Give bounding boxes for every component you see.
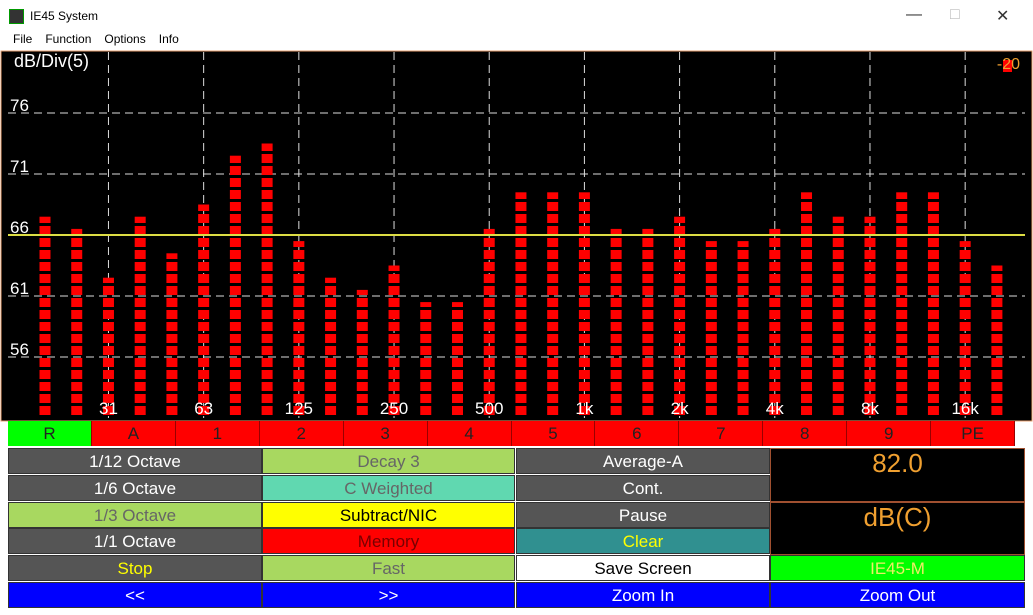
button[interactable]: IE45-M	[770, 555, 1025, 581]
maximize[interactable]: □	[950, 6, 960, 23]
tab[interactable]: 8	[763, 421, 848, 446]
minimize[interactable]: —	[906, 6, 922, 23]
bar	[198, 204, 210, 418]
tab-row: R A 1 2 3 4 5 6 7 8 9 PE	[8, 421, 1016, 446]
bar	[166, 253, 178, 418]
button[interactable]: Average-A	[516, 448, 770, 474]
button[interactable]: 1/6 Octave	[8, 475, 262, 501]
bar	[134, 216, 146, 418]
tab[interactable]: R	[8, 421, 92, 446]
menu-bar: File Function Options Info	[0, 32, 1033, 50]
bar	[705, 241, 717, 418]
window-title: IE45 System	[30, 9, 99, 23]
close[interactable]: ✕	[996, 8, 1010, 25]
bar	[102, 277, 114, 418]
bar	[769, 228, 781, 418]
button[interactable]: Pause	[516, 502, 770, 528]
bar	[293, 241, 305, 418]
button[interactable]: 1/1 Octave	[8, 528, 262, 554]
title-bar	[0, 0, 1033, 32]
y-tick-label: 76	[10, 96, 29, 115]
indicator-marker	[1003, 60, 1012, 72]
menu-item[interactable]: File	[13, 32, 33, 46]
unit: dB(C)	[770, 502, 1025, 555]
button[interactable]: Fast	[262, 555, 515, 581]
bar	[642, 228, 654, 418]
button[interactable]: Save Screen	[516, 555, 770, 581]
y-tick-label: 56	[10, 340, 29, 359]
scale-label: dB/Div(5)	[14, 51, 89, 71]
menu-item[interactable]: Info	[158, 32, 179, 46]
button[interactable]: >>	[262, 582, 515, 608]
bar	[39, 216, 51, 418]
x-tick-label: 8k	[861, 399, 879, 418]
bar	[991, 265, 1003, 418]
tab[interactable]: 5	[511, 421, 596, 446]
tab[interactable]: 6	[595, 421, 680, 446]
tab[interactable]: PE	[931, 421, 1016, 446]
button[interactable]: Cont.	[516, 475, 770, 501]
x-tick-label: 4k	[766, 399, 784, 418]
bar	[610, 228, 622, 418]
x-tick-label: 31	[99, 399, 118, 418]
tab[interactable]: 1	[175, 421, 260, 446]
menu-item[interactable]: Options	[104, 32, 146, 46]
indicator: -20	[997, 56, 1020, 73]
bar	[420, 302, 432, 418]
x-tick-label: 1k	[575, 399, 593, 418]
spectrum-chart: 56 61 66 71 76 31 63 125 250 500 1k 2k 4k 8k 16k dB/Div…	[0, 50, 1033, 422]
y-tick-label: 61	[10, 279, 29, 298]
x-tick-label: 2k	[671, 399, 689, 418]
button[interactable]: C Weighted	[262, 475, 515, 501]
tab[interactable]: 9	[847, 421, 932, 446]
x-tick-label: 63	[194, 399, 213, 418]
button[interactable]: Stop	[8, 555, 262, 581]
bar	[927, 192, 939, 418]
bar	[578, 192, 590, 418]
button[interactable]: Clear	[516, 528, 770, 554]
bar	[483, 228, 495, 418]
x-tick-label: 500	[475, 399, 503, 418]
bar	[451, 302, 463, 418]
app-icon	[9, 9, 24, 24]
button[interactable]: Zoom Out	[770, 582, 1025, 608]
bar	[325, 277, 337, 418]
bar	[229, 155, 241, 418]
button[interactable]: <<	[8, 582, 262, 608]
button[interactable]: 1/3 Octave	[8, 502, 262, 528]
bar	[674, 216, 686, 418]
bar	[737, 241, 749, 418]
bar	[864, 216, 876, 418]
menu-item[interactable]: Function	[45, 32, 92, 46]
bar	[547, 192, 559, 418]
button[interactable]: Zoom In	[516, 582, 770, 608]
button[interactable]: 1/12 Octave	[8, 448, 262, 474]
tab[interactable]: 2	[259, 421, 344, 446]
bar	[388, 265, 400, 418]
x-tick-label: 16k	[951, 399, 979, 418]
tab[interactable]: A	[91, 421, 176, 446]
y-tick-label: 71	[10, 157, 29, 176]
y-tick-label: 66	[10, 218, 29, 237]
x-tick-label: 125	[285, 399, 313, 418]
button[interactable]: Decay 3	[262, 448, 515, 474]
tab[interactable]: 4	[427, 421, 512, 446]
reading: 82.0	[770, 448, 1025, 502]
tab[interactable]: 3	[343, 421, 428, 446]
x-tick-label: 250	[380, 399, 408, 418]
bar	[356, 289, 368, 418]
bar	[261, 143, 273, 418]
bar	[515, 192, 527, 418]
bar	[71, 228, 83, 418]
tab[interactable]: 7	[679, 421, 764, 446]
bar	[801, 192, 813, 418]
button[interactable]: Subtract/NIC	[262, 502, 515, 528]
button[interactable]: Memory	[262, 528, 515, 554]
bar	[832, 216, 844, 418]
bar	[896, 192, 908, 418]
bar	[959, 241, 971, 418]
